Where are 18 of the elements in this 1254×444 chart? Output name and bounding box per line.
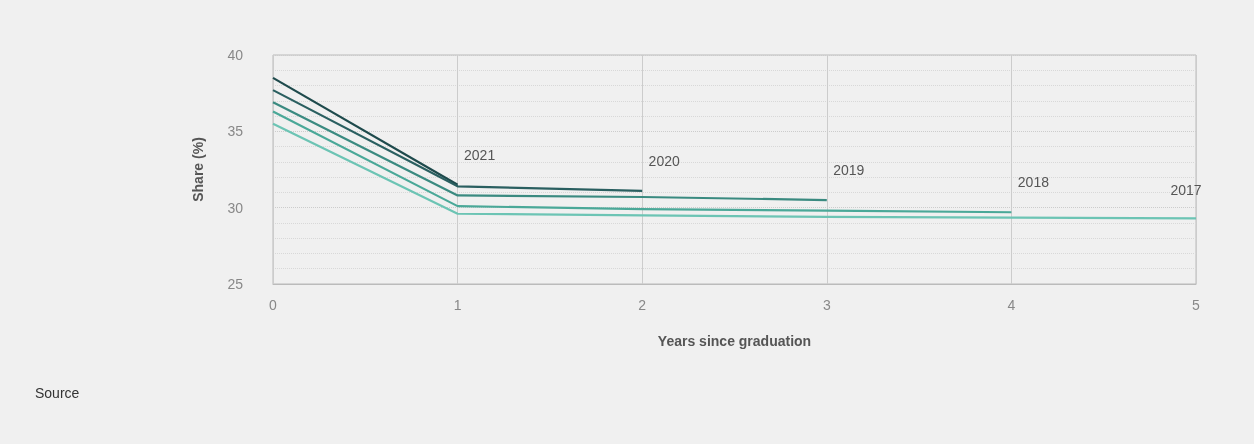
y-tick-label: 35 — [227, 123, 244, 140]
series-label: 2021 — [464, 146, 496, 163]
series-label: 2020 — [648, 152, 680, 169]
series-label: 2019 — [833, 162, 865, 179]
x-tick-label: 1 — [453, 297, 462, 313]
y-tick-label: 40 — [227, 47, 244, 63]
x-axis-title: Years since graduation — [657, 333, 812, 349]
x-tick-label: 2 — [638, 297, 647, 313]
y-axis-title: Share (%) — [190, 137, 206, 202]
y-tick-label: 25 — [227, 276, 244, 292]
series-label: 2017 — [1170, 182, 1202, 199]
series-label: 2018 — [1017, 174, 1050, 191]
x-tick-label: 5 — [1192, 297, 1201, 313]
x-tick-label: 0 — [269, 297, 278, 313]
text: Source — [35, 385, 80, 401]
x-tick-label: 4 — [1007, 297, 1016, 313]
y-tick-label: 30 — [227, 199, 244, 216]
x-tick-label: 3 — [822, 297, 831, 313]
